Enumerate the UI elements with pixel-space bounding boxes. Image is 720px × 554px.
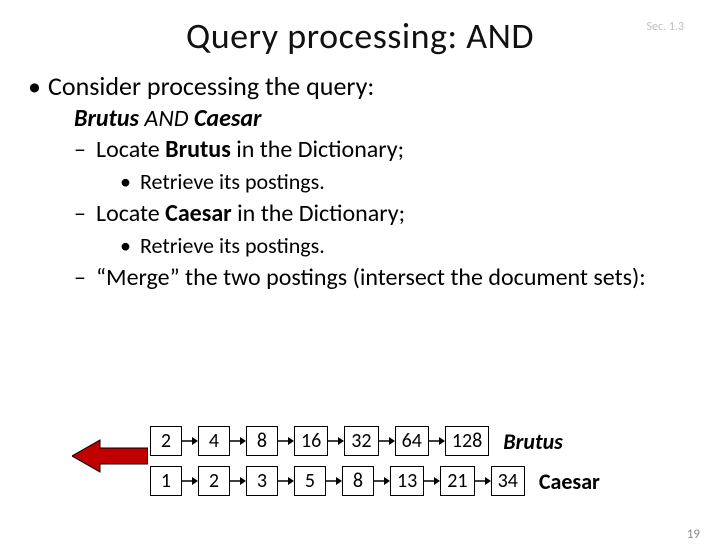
row1-label: Brutus [503,428,563,455]
slide-title: Query processing: AND [0,14,720,58]
linked-list-arrow-icon [230,480,246,482]
bullet-level1: • Consider processing the query: [28,70,692,102]
locate2-post: in the Dictionary; [232,199,405,228]
bullet-dash: – [74,199,96,228]
retrieve2-text: Retrieve its postings. [140,232,325,259]
bullet-level2: – Locate Caesar in the Dictionary; [74,199,692,228]
merge-arrow-icon [72,438,148,479]
posting-box: 1 [150,466,182,496]
bullet-dash: – [74,135,96,164]
postings-row-2-wrap: 12358 13 21 34 Caesar [150,466,600,496]
section-label: Sec. 1.3 [647,20,685,34]
locate2-pre: Locate [96,199,165,228]
postings-row-2: 12358 13 21 34 [150,466,525,496]
linked-list-arrow-icon [379,440,395,442]
row2-label: Caesar [539,468,600,495]
content-area: • Consider processing the query: Brutus … [0,58,720,292]
bullet-level2: – Locate Brutus in the Dictionary; [74,135,692,164]
posting-box: 5 [294,466,326,496]
linked-list-arrow-icon [328,440,344,442]
postings-row-1: 248 16 32 64 128 [150,426,489,456]
bullet1-text: Consider processing the query: [48,70,374,102]
locate2-text: Locate Caesar in the Dictionary; [96,199,405,228]
locate1-term: Brutus [165,135,231,164]
posting-box: 8 [342,466,374,496]
linked-list-arrow-icon [278,440,294,442]
posting-box: 13 [390,466,424,496]
bullet-level2: – “Merge” the two postings (intersect th… [74,263,692,292]
linked-list-arrow-icon [475,480,491,482]
bullet-dot-small: • [120,168,140,195]
linked-list-arrow-icon [326,480,342,482]
posting-box: 2 [150,426,182,456]
retrieve1-text: Retrieve its postings. [140,168,325,195]
postings-diagram: 248163264128 Brutus 12358132134 Caesar [150,426,600,496]
posting-box: 2 [198,466,230,496]
linked-list-arrow-icon [429,440,445,442]
posting-box: 21 [440,466,474,496]
bullet-dot-small: • [120,232,140,259]
locate1-pre: Locate [96,135,165,164]
bullet-level3: • Retrieve its postings. [120,232,692,259]
locate1-post: in the Dictionary; [231,135,404,164]
bullet-level3: • Retrieve its postings. [120,168,692,195]
posting-box: 128 [445,426,489,456]
arrow-polygon [72,440,148,472]
linked-list-arrow-icon [182,480,198,482]
posting-box: 3 [246,466,278,496]
posting-box: 8 [246,426,278,456]
posting-box: 4 [198,426,230,456]
bullet-dot: • [28,70,48,102]
posting-box: 64 [395,426,429,456]
query-op: AND [139,104,194,133]
query-expression: Brutus AND Caesar [74,104,692,133]
query-term-c: Caesar [194,104,261,133]
posting-box: 16 [294,426,328,456]
locate1-text: Locate Brutus in the Dictionary; [96,135,404,164]
linked-list-arrow-icon [278,480,294,482]
posting-box: 32 [344,426,378,456]
query-term-a: Brutus [74,104,139,133]
linked-list-arrow-icon [424,480,440,482]
linked-list-arrow-icon [182,440,198,442]
bullet-dash: – [74,263,96,292]
locate2-term: Caesar [165,199,232,228]
postings-row-1-wrap: 248 16 32 64 128 Brutus [150,426,600,456]
merge-text: “Merge” the two postings (intersect the … [96,263,646,292]
posting-box: 34 [491,466,525,496]
linked-list-arrow-icon [230,440,246,442]
linked-list-arrow-icon [374,480,390,482]
